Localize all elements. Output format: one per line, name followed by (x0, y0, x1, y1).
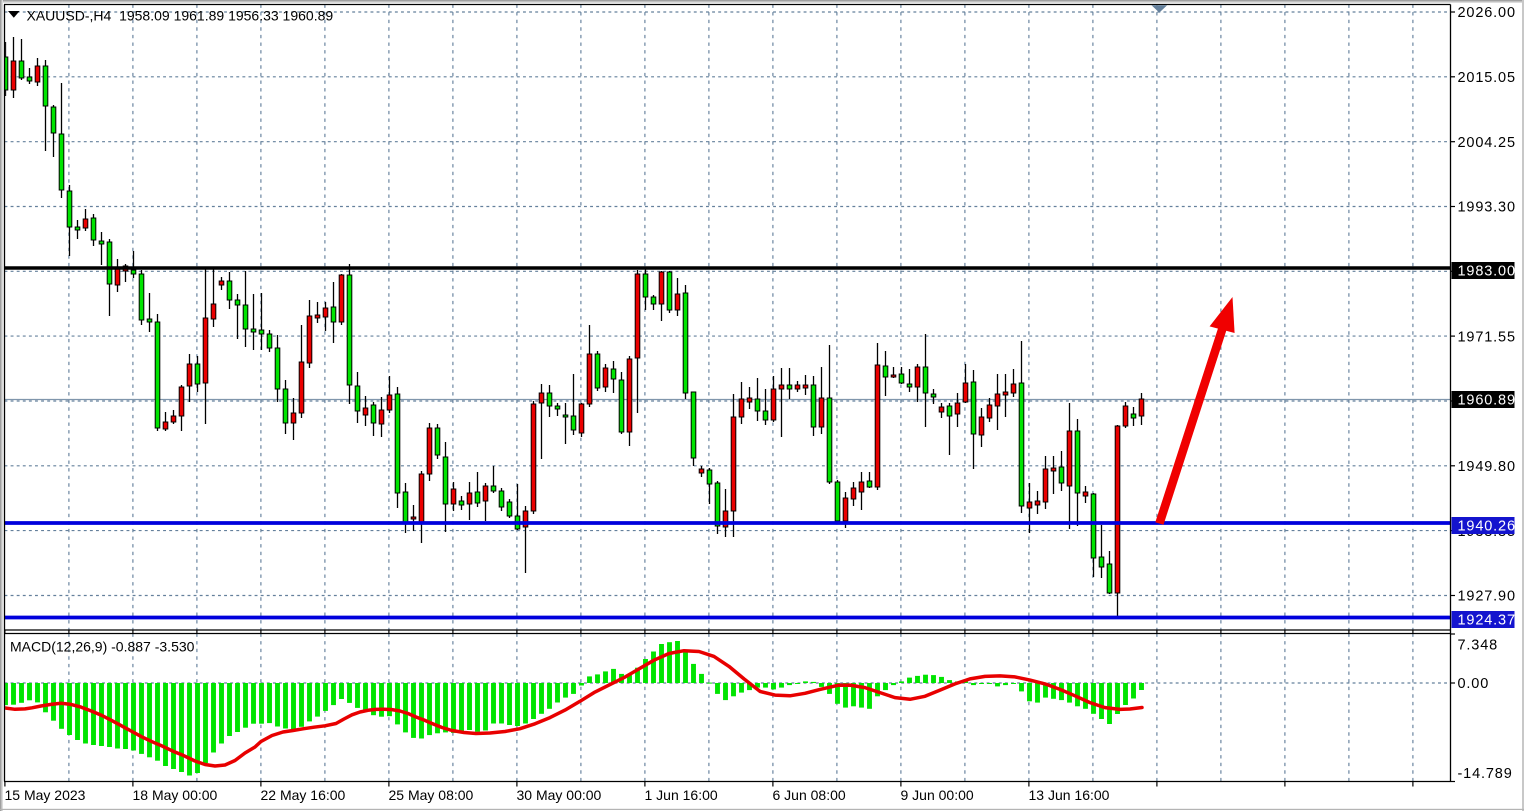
svg-text:15 May 2023: 15 May 2023 (5, 787, 86, 803)
svg-text:1924.37: 1924.37 (1458, 613, 1516, 629)
svg-text:13 Jun 16:00: 13 Jun 16:00 (1029, 787, 1110, 803)
svg-text:2015.05: 2015.05 (1458, 70, 1516, 86)
svg-text:1983.00: 1983.00 (1458, 264, 1516, 280)
svg-text:1927.90: 1927.90 (1458, 589, 1516, 605)
svg-text:7.348: 7.348 (1458, 638, 1499, 654)
svg-text:1940.26: 1940.26 (1458, 519, 1516, 535)
svg-text:1949.80: 1949.80 (1458, 459, 1516, 475)
svg-text:1960.89: 1960.89 (1458, 393, 1516, 409)
svg-text:MACD(12,26,9) -0.887 -3.530: MACD(12,26,9) -0.887 -3.530 (10, 639, 195, 655)
svg-text:2026.00: 2026.00 (1458, 5, 1516, 21)
svg-text:XAUUSD-,H4 1958.09 1961.89 19: XAUUSD-,H4 1958.09 1961.89 1956.33 1960.… (27, 8, 334, 24)
svg-text:9 Jun 00:00: 9 Jun 00:00 (901, 787, 974, 803)
svg-text:25 May 08:00: 25 May 08:00 (389, 787, 474, 803)
svg-text:22 May 16:00: 22 May 16:00 (261, 787, 346, 803)
svg-text:2004.25: 2004.25 (1458, 135, 1516, 151)
svg-text:1971.55: 1971.55 (1458, 329, 1516, 345)
svg-text:1993.30: 1993.30 (1458, 200, 1516, 216)
svg-text:1 Jun 16:00: 1 Jun 16:00 (645, 787, 718, 803)
svg-text:-14.789: -14.789 (1458, 766, 1513, 782)
svg-text:18 May 00:00: 18 May 00:00 (133, 787, 218, 803)
svg-text:6 Jun 08:00: 6 Jun 08:00 (773, 787, 846, 803)
svg-text:0.00: 0.00 (1458, 676, 1490, 692)
svg-text:30 May 00:00: 30 May 00:00 (517, 787, 602, 803)
